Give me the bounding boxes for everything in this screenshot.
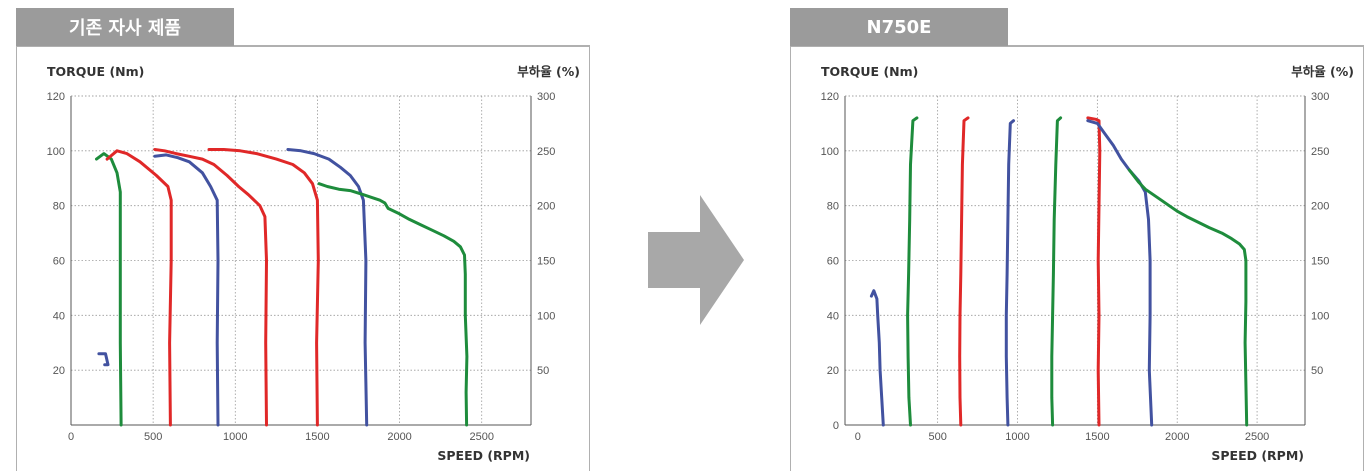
x-tick-label: 500 — [144, 431, 162, 443]
y-tick-label: 120 — [47, 91, 65, 103]
x-tick-label: 0 — [855, 431, 861, 443]
series-line-1 — [95, 152, 123, 427]
panel-tab-right: N750E — [790, 8, 1008, 46]
y2-tick-label: 300 — [1311, 91, 1329, 103]
y-tick-label: 0 — [833, 420, 839, 432]
y2-tick-label: 250 — [1311, 146, 1329, 158]
x-tick-label: 500 — [928, 431, 946, 443]
y-axis-title: TORQUE (Nm) — [821, 64, 918, 79]
x-axis-title: SPEED (RPM) — [1211, 448, 1304, 463]
panel-right: N750E TORQUE (Nm) 부하율 (%) SPEED (RPM) 0 500 1… — [790, 8, 1364, 471]
y2-tick-label: 250 — [537, 146, 555, 158]
y-axis-title: TORQUE (Nm) — [47, 64, 144, 79]
y-tick-label: 80 — [53, 201, 65, 213]
series-line-8 — [317, 182, 469, 427]
x-tick-label: 1500 — [1085, 431, 1109, 443]
x-tick-label: 0 — [68, 431, 74, 443]
x-tick-label: 2500 — [469, 431, 493, 443]
series-line-1 — [869, 289, 885, 427]
panel-tab-left: 기존 자사 제품 — [16, 8, 234, 46]
y2-tick-label: 150 — [537, 256, 555, 268]
tab-divider — [1008, 45, 1364, 46]
y-tick-label: 20 — [827, 365, 839, 377]
y2-tick-label: 200 — [1311, 201, 1329, 213]
x-tick-label: 2500 — [1245, 431, 1269, 443]
x-tick-label: 1500 — [305, 431, 329, 443]
series-line-5 — [153, 148, 268, 427]
y2-tick-label: 200 — [537, 201, 555, 213]
y2-tick-label: 50 — [1311, 365, 1323, 377]
torque-speed-chart-left: TORQUE (Nm) 부하율 (%) SPEED (RPM) 0 500 1000 150… — [47, 64, 580, 463]
series-line-5 — [1050, 116, 1063, 427]
tab-divider — [234, 45, 590, 46]
x-tick-label: 2000 — [1165, 431, 1189, 443]
torque-speed-chart-right: TORQUE (Nm) 부하율 (%)SPEED (RPM)0 500 1000 150… — [821, 64, 1354, 463]
series-line-3 — [958, 116, 970, 427]
series-line-7 — [286, 148, 369, 427]
y-tick-label: 60 — [53, 256, 65, 268]
y2-axis-title: 부하율 (%) — [517, 64, 580, 79]
x-axis-title: SPEED (RPM) — [437, 448, 530, 463]
y2-tick-label: 100 — [537, 310, 555, 322]
series-line-2 — [906, 116, 919, 427]
y-tick-label: 100 — [821, 146, 839, 158]
panel-left: 기존 자사 제품 TORQUE (Nm) 부하율 (%) SPEED (RPM) 0 5… — [16, 8, 590, 471]
y2-tick-label: 300 — [537, 91, 555, 103]
y-tick-label: 40 — [53, 310, 65, 322]
series-line-6 — [1086, 116, 1102, 427]
y-tick-label: 40 — [827, 310, 839, 322]
x-tick-label: 2000 — [387, 431, 411, 443]
series-line-2 — [97, 352, 110, 367]
series-line-3 — [105, 149, 173, 427]
y2-axis-title: 부하율 (%) — [1291, 64, 1354, 79]
series-line-4 — [1004, 119, 1015, 427]
chart-frame — [16, 46, 590, 471]
series-line-6 — [207, 148, 320, 427]
series-line-4 — [153, 153, 220, 427]
series-line-8 — [1127, 168, 1249, 427]
y-tick-label: 60 — [827, 256, 839, 268]
y2-tick-label: 50 — [537, 365, 549, 377]
y2-tick-label: 150 — [1311, 256, 1329, 268]
y-tick-label: 80 — [827, 201, 839, 213]
y2-tick-label: 100 — [1311, 310, 1329, 322]
y-tick-label: 100 — [47, 146, 65, 158]
x-tick-label: 1000 — [1005, 431, 1029, 443]
x-tick-label: 1000 — [223, 431, 247, 443]
y-tick-label: 20 — [53, 365, 65, 377]
y-tick-label: 120 — [821, 91, 839, 103]
